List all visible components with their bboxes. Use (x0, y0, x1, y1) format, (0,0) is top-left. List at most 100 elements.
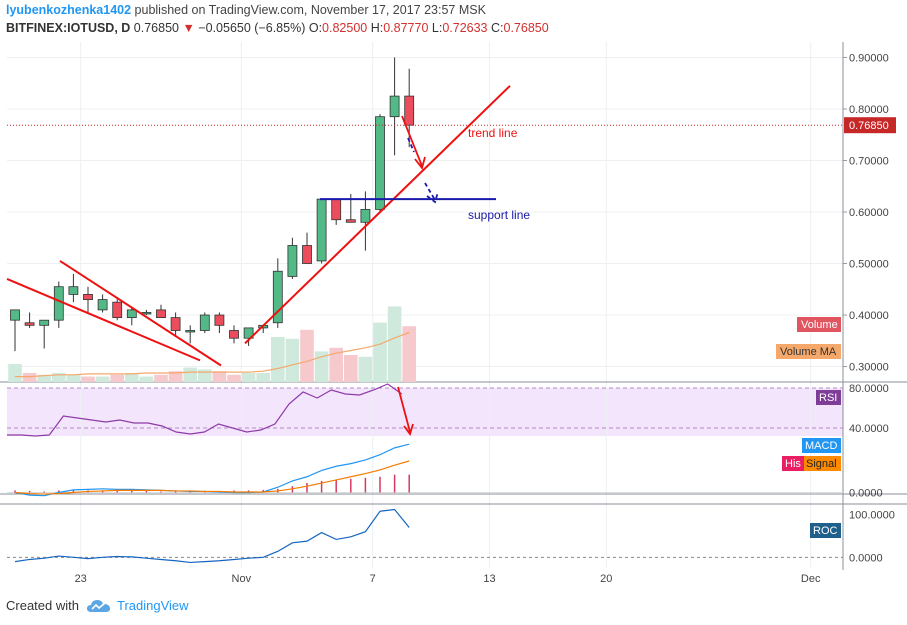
price-tick-label: 0.40000 (849, 310, 889, 322)
close-value: 0.76850 (503, 21, 549, 35)
candle (229, 325, 239, 344)
volume-bar (125, 373, 139, 382)
candle (83, 286, 93, 313)
price-tick-label: 0.60000 (849, 207, 889, 219)
volume-bar (402, 326, 416, 382)
time-tick-label: Dec (801, 573, 821, 585)
downtrend-line-upper (59, 260, 222, 367)
candle-down-body (331, 198, 342, 221)
candle-down-body (156, 309, 166, 319)
macd-hist-legend-label: His (785, 458, 801, 470)
volume-bar (314, 351, 329, 382)
chart-canvas[interactable]: 0.90000 0.80000 0.70000 0.60000 0.50000 0.400… (0, 0, 907, 598)
candle-up-body (389, 95, 400, 118)
candle-up-body (243, 327, 254, 339)
candle-up-body (272, 270, 283, 324)
candle-up-body (316, 198, 327, 262)
candle-up-body (360, 209, 371, 223)
macd-legend-badge (802, 438, 841, 453)
downtrend-line-lower (6, 278, 201, 362)
time-tick-label: Nov (232, 573, 252, 585)
time-tick-label: 23 (75, 573, 87, 585)
forecast-arrow-blue-1 (407, 137, 415, 153)
rsi-tick-label: 40.0000 (849, 423, 889, 435)
candle-down-body (345, 219, 356, 223)
volume-bar (8, 364, 22, 382)
candle (156, 304, 166, 319)
candle-up-body (53, 286, 64, 321)
rsi-tick-label: 80.0000 (849, 383, 889, 395)
candle-up-body (141, 312, 152, 315)
tradingview-cloud-icon (86, 599, 111, 612)
time-tick-label: 13 (483, 573, 495, 585)
price-tick-label: 0.30000 (849, 362, 889, 374)
candle-down-body (404, 95, 415, 126)
high-label: H: (370, 21, 384, 35)
created-with-label: Created with (6, 598, 79, 613)
macd-tick-label: 0.0000 (849, 488, 883, 500)
author-link[interactable]: lyubenkozhenka1402 (6, 3, 132, 17)
candle-up-body (375, 116, 385, 210)
low-value: 0.72633 (442, 21, 488, 35)
candle (199, 312, 210, 334)
last-price-badge (844, 117, 896, 134)
volume-bar (110, 374, 124, 382)
candle-down-body (302, 245, 312, 264)
volume-ma-legend-label: Volume MA (780, 346, 837, 358)
volume-ma-line (15, 331, 410, 378)
candle (375, 114, 385, 212)
candle (170, 312, 181, 336)
volume-bar (66, 374, 81, 382)
open-label: O: (308, 21, 323, 35)
volume-bar (212, 371, 227, 382)
price-change: −0.05650 (−6.85%) (198, 21, 306, 35)
symbol-label[interactable]: BITFINEX:IOTUSD, D (6, 21, 131, 35)
macd-legend-label: MACD (805, 440, 837, 452)
macd-signal-legend-label: Signal (806, 458, 837, 470)
candle (126, 307, 137, 326)
candle-down-body (214, 314, 225, 326)
candle (389, 57, 400, 156)
macd-signal-line (14, 460, 410, 495)
candle (316, 198, 327, 264)
candle (10, 309, 20, 352)
candle-up-body (39, 319, 50, 326)
roc-legend-badge (810, 523, 841, 538)
candle-up-body (68, 286, 79, 295)
volume-bar (387, 306, 402, 382)
open-value: 0.82500 (322, 21, 368, 35)
candle-up-body (185, 330, 196, 333)
last-price: 0.76850 (133, 21, 179, 35)
volume-bar (285, 338, 300, 382)
candle (68, 273, 79, 303)
candle-down-body (229, 330, 239, 339)
forecast-arrow-red (401, 115, 426, 170)
volume-bar (198, 369, 212, 382)
price-tick-label: 0.80000 (849, 104, 889, 116)
candle (185, 325, 196, 344)
volume-bar (227, 374, 241, 382)
rsi-line (7, 383, 403, 437)
roc-legend-label: ROC (813, 525, 838, 537)
candle (39, 319, 50, 349)
ohlc-header: BITFINEX:IOTUSD, D 0.76850 ▼ −0.05650 (−… (6, 21, 549, 35)
candle (360, 191, 371, 251)
volume-bar (52, 373, 66, 382)
candle (287, 237, 298, 279)
volume-bar (241, 373, 256, 382)
volume-bar (95, 376, 110, 382)
volume-bar (154, 374, 168, 382)
tradingview-link[interactable]: TradingView (116, 598, 189, 613)
volume-bar (271, 337, 285, 382)
high-value: 0.87770 (383, 21, 429, 35)
uptrend-line (244, 85, 511, 345)
trend-line-label: trend line (468, 126, 518, 140)
volume-bar (168, 371, 183, 382)
volume-legend-badge (797, 317, 841, 332)
candle (302, 232, 312, 264)
time-tick-label: 7 (370, 573, 376, 585)
volume-bar (373, 322, 387, 382)
candle (112, 297, 123, 321)
candle (97, 294, 108, 313)
volume-bar (300, 329, 314, 382)
